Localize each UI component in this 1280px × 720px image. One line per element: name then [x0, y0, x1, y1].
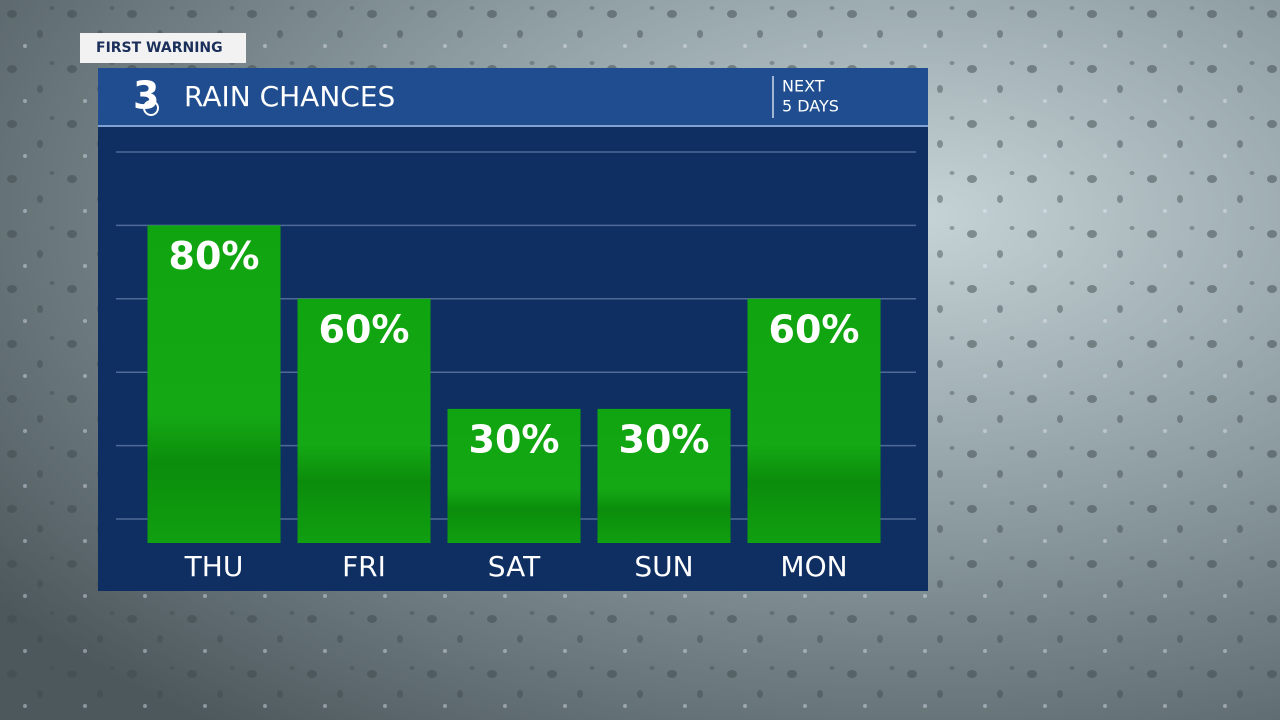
- x-tick-label: MON: [780, 550, 847, 583]
- x-tick-label: THU: [184, 550, 244, 583]
- value-label: 30%: [469, 417, 560, 461]
- x-tick-label: SAT: [488, 550, 541, 583]
- bar: [597, 408, 731, 543]
- value-label: 60%: [319, 307, 410, 351]
- period-line: NEXT: [782, 77, 825, 96]
- bar: [147, 225, 281, 543]
- bar: [447, 408, 581, 543]
- x-tick-label: FRI: [342, 550, 386, 583]
- period-line: 5 DAYS: [782, 97, 839, 116]
- badge-box: [80, 33, 246, 63]
- chart-title: RAIN CHANCES: [184, 80, 395, 113]
- header: [98, 68, 928, 126]
- badge: FIRST WARNING: [96, 40, 223, 56]
- x-tick-label: SUN: [634, 550, 693, 583]
- bar: [297, 298, 431, 543]
- logo: 3: [133, 74, 159, 118]
- value-label: 80%: [169, 234, 260, 278]
- value-label: 30%: [619, 417, 710, 461]
- logo-eye: [143, 100, 159, 116]
- bar: [747, 298, 881, 543]
- value-label: 60%: [769, 307, 860, 351]
